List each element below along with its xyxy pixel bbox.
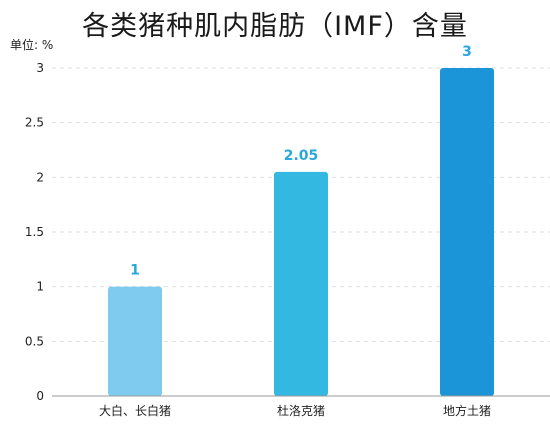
bar xyxy=(108,286,162,396)
x-tick-label: 地方土猪 xyxy=(443,403,491,418)
bar xyxy=(440,68,494,396)
y-tick-label: 3 xyxy=(36,61,44,75)
x-axis-ticks: 大白、长白猪 杜洛克猪 地方土猪 xyxy=(99,403,491,418)
y-tick-label: 0 xyxy=(36,389,44,403)
bar-value-label: 1 xyxy=(130,263,140,279)
x-tick-label: 杜洛克猪 xyxy=(277,403,325,418)
y-tick-label: 1.5 xyxy=(25,225,44,239)
y-tick-label: 2 xyxy=(36,170,44,184)
bar-value-label: 2.05 xyxy=(284,148,319,164)
y-tick-label: 2.5 xyxy=(25,116,44,130)
data-labels: 1 2.05 3 xyxy=(130,44,472,279)
bar xyxy=(274,171,328,396)
bars xyxy=(108,68,494,396)
y-tick-label: 1 xyxy=(36,280,44,294)
y-axis-unit-label: 单位: % xyxy=(10,38,54,52)
y-tick-label: 0.5 xyxy=(25,334,44,348)
y-axis-ticks: 0 0.5 1 1.5 2 2.5 3 xyxy=(25,61,44,403)
chart-title: 各类猪种肌内脂肪（IMF）含量 xyxy=(82,11,468,42)
bar-value-label: 3 xyxy=(462,44,472,60)
x-tick-label: 大白、长白猪 xyxy=(99,403,171,418)
